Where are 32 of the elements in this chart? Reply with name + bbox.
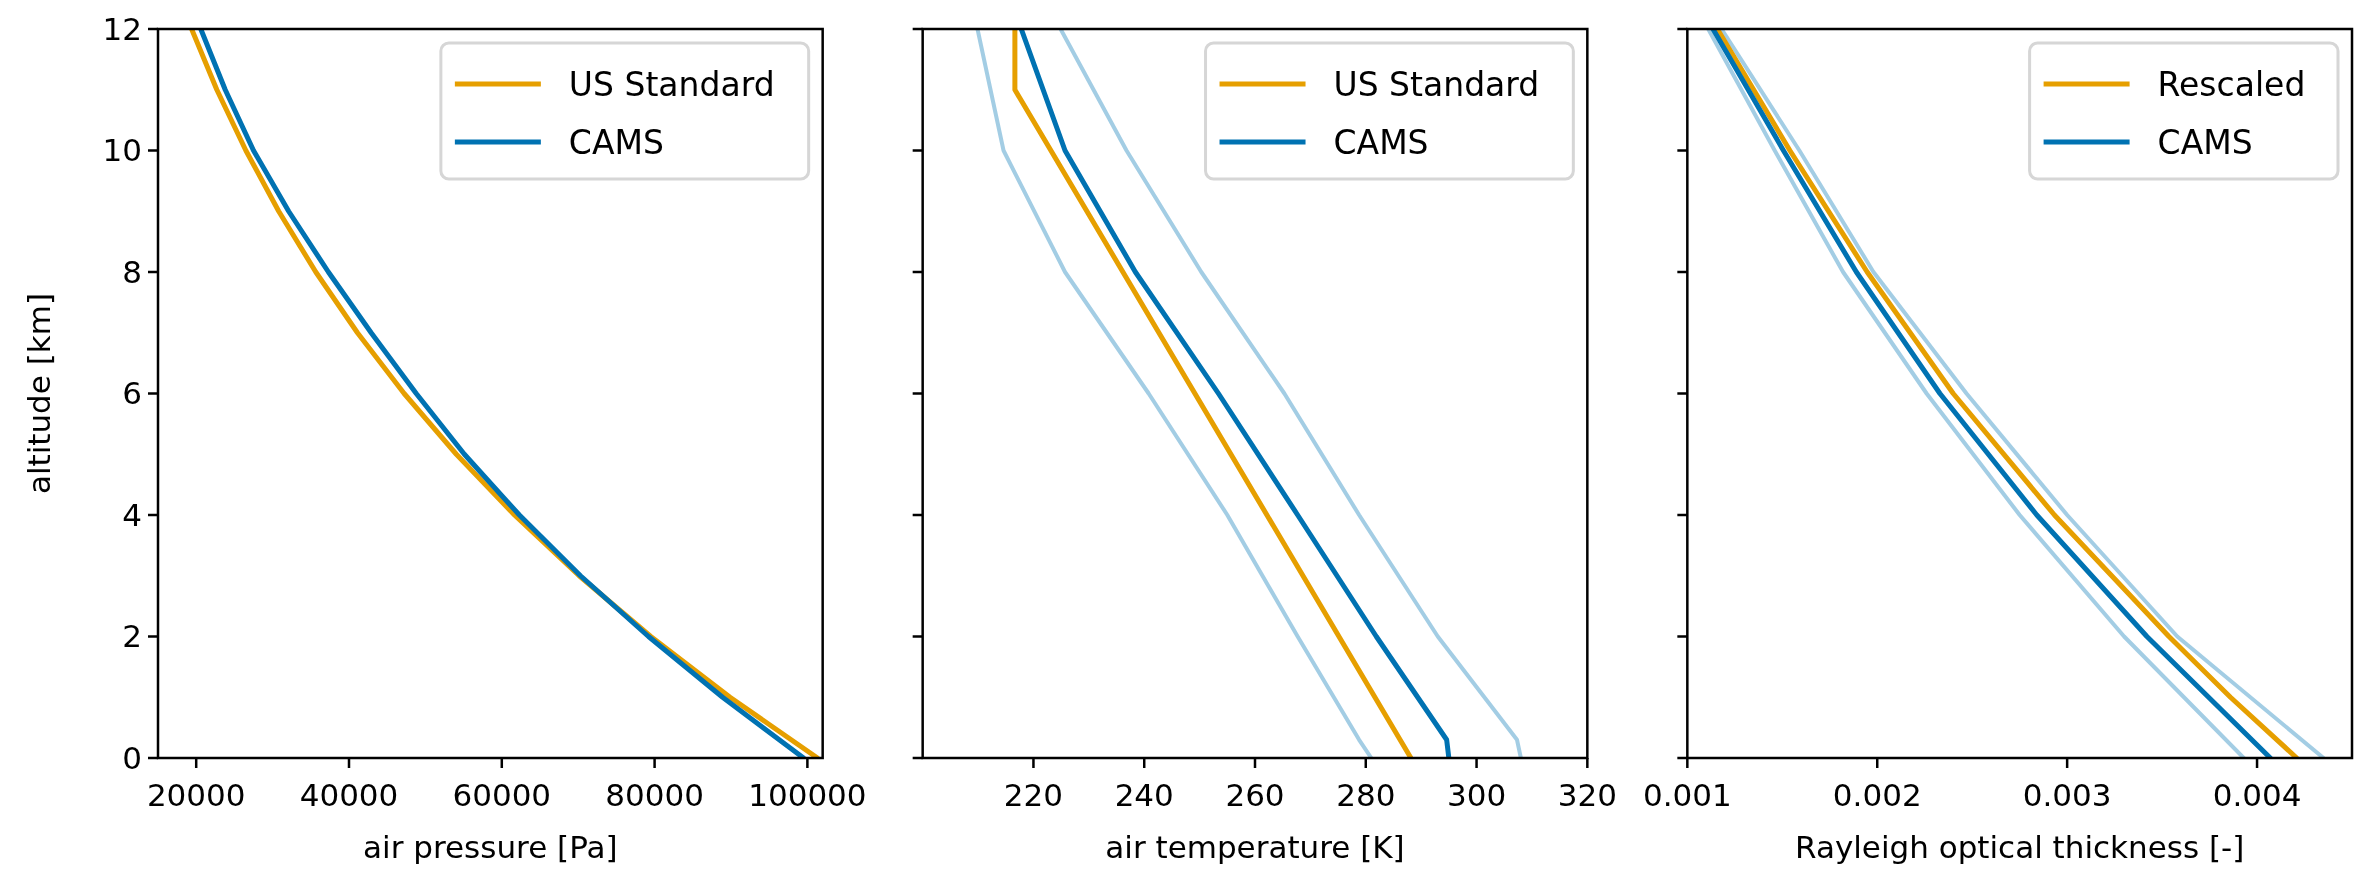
legend-label: CAMS xyxy=(2157,122,2253,162)
x-tick-label: 300 xyxy=(1446,777,1507,813)
y-tick-label: 8 xyxy=(122,253,142,290)
x-axis-title: air temperature [K] xyxy=(1105,829,1405,865)
x-tick-label: 240 xyxy=(1114,777,1174,813)
x-tick-label: 80000 xyxy=(605,777,704,813)
x-tick-label: 40000 xyxy=(299,777,399,813)
y-tick-label: 10 xyxy=(102,132,142,169)
y-tick-label: 6 xyxy=(122,375,142,412)
x-tick-label: 260 xyxy=(1225,777,1285,813)
y-tick-label: 0 xyxy=(122,739,142,776)
legend-label: Rescaled xyxy=(2157,64,2306,104)
legend-label: US Standard xyxy=(568,64,775,104)
x-tick-label: 0.003 xyxy=(2022,777,2112,813)
x-tick-label: 20000 xyxy=(146,777,246,813)
legend-label: CAMS xyxy=(1333,122,1429,162)
x-axis-title: Rayleigh optical thickness [-] xyxy=(1795,829,2245,865)
y-tick-label: 2 xyxy=(122,618,142,655)
x-tick-label: 0.002 xyxy=(1832,777,1922,813)
x-tick-label: 100000 xyxy=(748,777,867,813)
y-tick-label: 4 xyxy=(122,496,142,533)
legend-label: CAMS xyxy=(568,122,664,162)
x-axis-title: air pressure [Pa] xyxy=(363,829,618,865)
x-tick-label: 320 xyxy=(1557,777,1617,813)
x-tick-label: 0.004 xyxy=(2212,777,2302,813)
legend-label: US Standard xyxy=(1333,64,1540,104)
y-axis-title: altitude [km] xyxy=(21,292,57,495)
x-tick-label: 280 xyxy=(1336,777,1396,813)
x-tick-label: 220 xyxy=(1003,777,1064,813)
x-tick-label: 60000 xyxy=(452,777,552,813)
x-tick-label: 0.001 xyxy=(1642,777,1732,813)
y-tick-label: 12 xyxy=(102,10,142,47)
